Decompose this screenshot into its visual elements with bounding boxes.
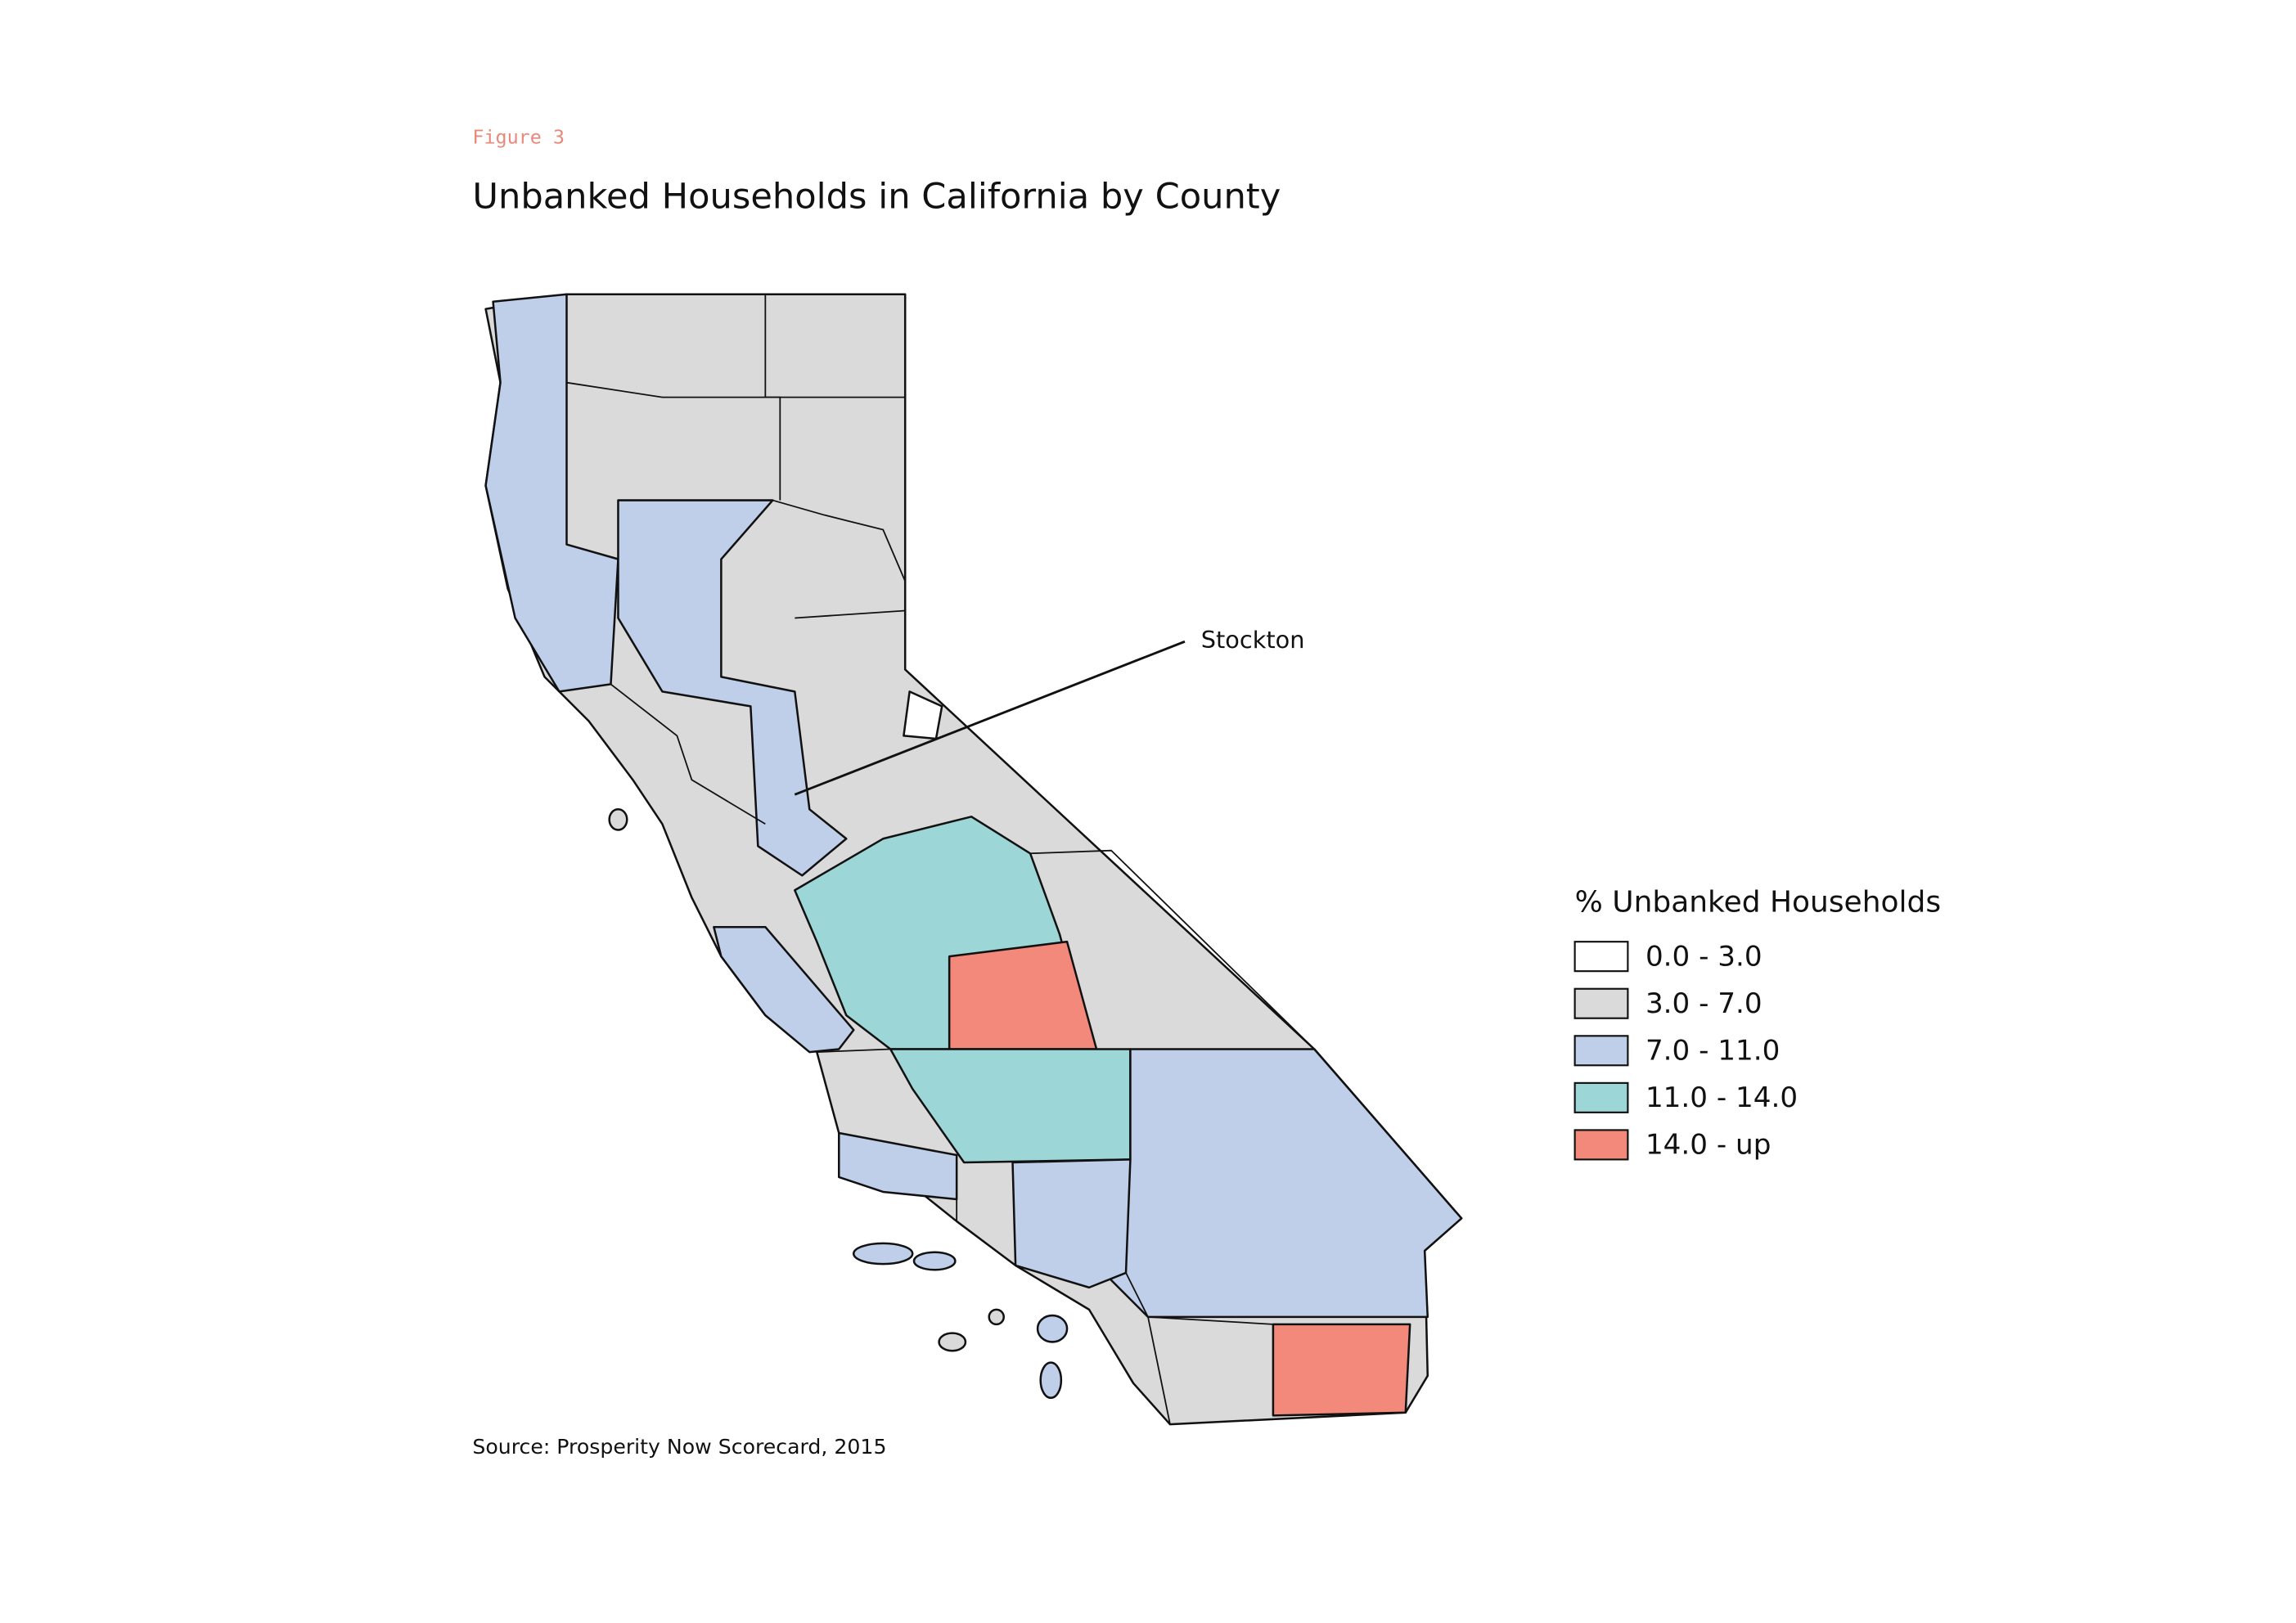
- county-border: [795, 609, 906, 619]
- annotation-leader: [794, 640, 1186, 796]
- county-border: [1030, 849, 1315, 1050]
- annotation: Stockton: [1201, 626, 1305, 654]
- title: Unbanked Households in California by Cou…: [472, 176, 1281, 217]
- legend-swatch: [1573, 1035, 1629, 1067]
- county-border: [610, 683, 766, 825]
- county-border: [956, 1162, 1016, 1266]
- county-group: [484, 293, 619, 693]
- county-border: [817, 1048, 891, 1053]
- islands: [852, 1242, 1069, 1400]
- islands: [608, 808, 1005, 1352]
- county-group: [1011, 1158, 1132, 1289]
- legend-label: 0.0 - 3.0: [1645, 940, 1763, 973]
- legend-title: % Unbanked Households: [1575, 885, 1941, 919]
- source: Source: Prosperity Now Scorecard, 2015: [472, 1435, 886, 1459]
- legend-label: 7.0 - 11.0: [1645, 1035, 1780, 1068]
- county-border: [772, 499, 907, 582]
- county-border: [566, 381, 781, 501]
- figure-label: Figure 3: [472, 126, 565, 149]
- map: Stockton: [484, 293, 1463, 1426]
- county-group: [1095, 1048, 1463, 1319]
- legend-swatch: [1573, 1129, 1629, 1161]
- county-group: [617, 499, 848, 877]
- legend-swatch: [1573, 987, 1629, 1019]
- county-border: [1147, 1315, 1273, 1325]
- county-group: [713, 925, 855, 1054]
- county-group: [1272, 1323, 1411, 1417]
- legend-label: 11.0 - 14.0: [1645, 1081, 1798, 1114]
- legend-swatch: [1573, 1081, 1629, 1113]
- legend-label: 3.0 - 7.0: [1645, 987, 1763, 1020]
- county-group: [838, 1131, 958, 1201]
- legend-label: 14.0 - up: [1645, 1129, 1771, 1162]
- legend-swatch: [1573, 941, 1629, 973]
- legend: % Unbanked Households 0.0 - 3.0 3.0 - 7.0…: [1573, 885, 1941, 1162]
